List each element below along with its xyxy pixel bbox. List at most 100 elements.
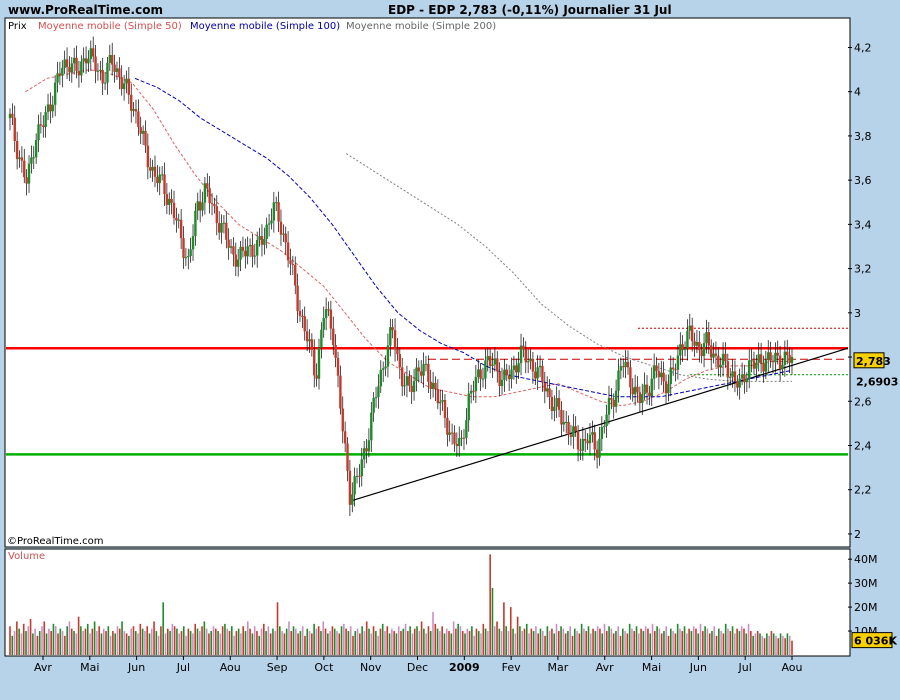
candle-body <box>660 372 663 378</box>
candle-body <box>474 377 478 392</box>
candle-body <box>65 59 69 68</box>
candle-body <box>512 365 516 370</box>
candle-body <box>260 236 264 245</box>
candle-body <box>39 124 43 126</box>
candle-body <box>574 426 577 432</box>
candle-body <box>619 366 623 371</box>
candle-body <box>23 160 26 178</box>
x-tick-label: Aou <box>220 661 241 674</box>
legend-ma200: Moyenne mobile (Simple 200) <box>346 21 496 32</box>
candle-body <box>137 111 140 128</box>
candle-body <box>175 217 178 221</box>
candle-body <box>400 367 404 387</box>
candle-body <box>417 367 421 372</box>
candle-body <box>44 112 47 127</box>
candle-body <box>308 339 311 342</box>
candle-body <box>99 70 102 72</box>
candle-body <box>106 62 109 83</box>
candle-body <box>752 360 756 369</box>
candle-body <box>707 332 711 346</box>
candle-body <box>258 236 261 241</box>
candle-body <box>296 285 299 312</box>
candle-body <box>341 408 344 432</box>
candle-body <box>617 370 620 391</box>
y-tick-label: 2,2 <box>854 484 872 497</box>
candle-body <box>626 361 630 368</box>
volume-tick-label: 20M <box>854 601 878 614</box>
candle-body <box>168 198 171 205</box>
candle-body <box>491 364 494 366</box>
candle-body <box>733 371 737 382</box>
candle-body <box>579 449 582 451</box>
candle-body <box>315 375 318 379</box>
candle-body <box>324 309 328 319</box>
candle-body <box>322 318 325 330</box>
x-tick-label: 2009 <box>449 661 480 674</box>
candle-body <box>600 427 604 439</box>
moving-averages <box>25 69 793 407</box>
candle-body <box>348 470 352 505</box>
candle-body <box>588 434 592 444</box>
candle-body <box>284 233 287 243</box>
candle-body <box>384 366 387 369</box>
candle-body <box>56 73 59 83</box>
candle-body <box>353 476 356 495</box>
candle-body <box>633 386 637 395</box>
candle-body <box>351 494 354 505</box>
candle-body <box>505 369 508 376</box>
candle-body <box>736 381 739 388</box>
candle-body <box>515 365 518 373</box>
candle-body <box>270 220 273 224</box>
volume-value-badge <box>851 632 893 649</box>
candle-body <box>534 371 537 379</box>
candle-body <box>529 358 532 362</box>
candle-body <box>25 177 28 184</box>
candle-body <box>477 369 480 378</box>
candle-body <box>643 384 646 395</box>
candle-body <box>165 194 169 205</box>
candle-body <box>488 356 492 366</box>
candle-body <box>750 360 753 362</box>
candle-body <box>667 384 670 394</box>
candle-body <box>189 249 192 257</box>
candle-body <box>641 394 644 403</box>
candle-body <box>46 104 50 113</box>
candle-body <box>179 219 183 239</box>
candle-body <box>396 349 399 355</box>
candle-body <box>386 345 390 367</box>
last-price-badge <box>853 352 885 369</box>
candle-body <box>301 315 304 317</box>
candle-body <box>693 341 696 346</box>
candle-body <box>486 356 489 361</box>
candle-body <box>655 365 658 372</box>
candle-body <box>153 166 157 177</box>
candle-body <box>745 378 749 383</box>
candle-body <box>603 426 606 428</box>
candle-body <box>125 78 128 84</box>
candle-body <box>740 374 744 379</box>
candle-body <box>34 140 38 158</box>
candle-body <box>767 352 770 361</box>
candle-body <box>191 235 195 250</box>
candle-body <box>215 206 218 224</box>
candle-body <box>313 350 316 376</box>
candle-body <box>584 438 587 441</box>
candle-body <box>141 130 145 134</box>
candle-body <box>72 57 76 64</box>
x-tick-label: Nov <box>360 661 382 674</box>
candle-body <box>538 365 542 368</box>
candle-body <box>671 367 675 370</box>
candle-body <box>248 245 252 247</box>
candle-body <box>289 260 292 264</box>
candle-body <box>645 384 649 393</box>
candle-body <box>526 361 530 363</box>
x-tick-label: Jul <box>176 661 190 674</box>
x-tick-label: Mar <box>548 661 569 674</box>
candle-body <box>790 356 794 364</box>
candle-body <box>427 363 430 382</box>
candle-body <box>336 357 340 376</box>
candle-body <box>536 367 539 379</box>
candle-body <box>68 67 71 73</box>
candle-body <box>531 358 535 372</box>
candle-body <box>519 345 523 364</box>
